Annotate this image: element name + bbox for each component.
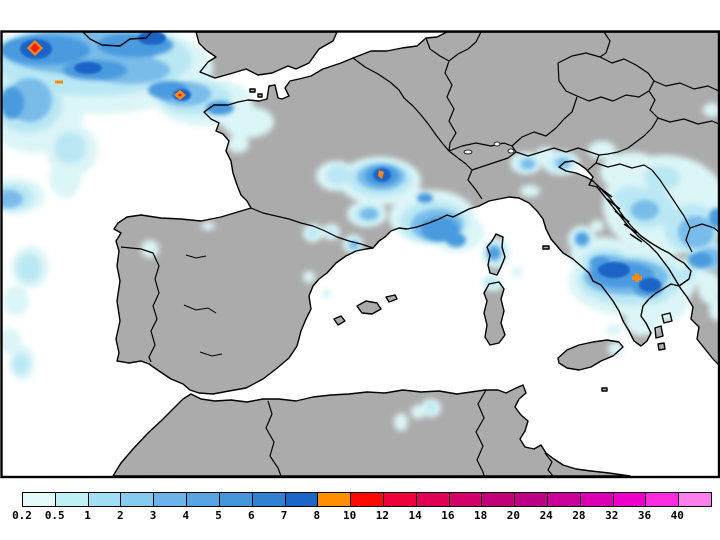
border-bosnia-serbia [689, 223, 718, 232]
colorbar-segment [218, 493, 252, 506]
border-netherlands-germany [448, 32, 482, 62]
colorbar-tick-label: 12 [375, 509, 389, 522]
precip-maxima-markers [27, 40, 642, 282]
colorbar-segment [415, 493, 449, 506]
border-poland-slovakia [653, 80, 718, 92]
map-frame [0, 30, 720, 479]
border-slovakia-hungary [657, 117, 718, 125]
colorbar-tick-label: 18 [474, 509, 488, 522]
max-marker-cevennes [378, 170, 384, 179]
border-germany-west [444, 60, 457, 152]
colorbar-segment [87, 493, 121, 506]
colorbar-segment [350, 493, 383, 506]
colorbar-tick-label: 2 [116, 509, 124, 522]
colorbar-tick-label: 40 [670, 509, 684, 522]
border-italy-austria-slovenia [515, 147, 600, 171]
border-tunisia-libya [544, 452, 554, 476]
border-belgium-netherlands [425, 37, 450, 62]
colorbar-tick-label: 1 [84, 509, 91, 522]
colorbar-segment [251, 493, 285, 506]
alpine-lakes [463, 141, 515, 155]
colorbar-tick-label: 10 [342, 509, 357, 522]
colorbar-segment [120, 493, 154, 506]
border-montenegro [685, 227, 693, 253]
colorbar-segment [645, 493, 679, 506]
colorbar-segment [382, 493, 416, 506]
max-marker-puglia [632, 273, 642, 282]
border-france-belgium-germany [352, 57, 450, 152]
border-switzerland-italy [471, 145, 517, 171]
colorbar-segment [317, 493, 351, 506]
colorbar-tick-label: 32 [605, 509, 619, 522]
border-portugal-spain [120, 246, 160, 363]
colorbar-tick-label: 6 [248, 509, 255, 522]
max-marker-celtic-red [178, 94, 182, 96]
colorbar-tick-label: 20 [506, 509, 521, 522]
border-slovenia-croatia [595, 162, 653, 171]
colorbar-tick-label: 28 [572, 509, 586, 522]
colorbar-segment [54, 493, 88, 506]
border-austria-east [598, 90, 659, 156]
max-marker-atlantic2 [55, 80, 63, 84]
colorbar-tick-label: 36 [637, 509, 652, 522]
colorbar-tick-label: 7 [280, 509, 288, 522]
colorbar-segment [579, 493, 613, 506]
colorbar-tick-label: 0.5 [44, 509, 65, 522]
precip-level-dark [20, 32, 661, 292]
border-algeria-tunisia [475, 389, 487, 476]
rivers [183, 254, 223, 357]
colorbar-tick-label: 5 [215, 509, 222, 522]
colorbar-segment [186, 493, 219, 506]
max-marker-atlantic-red [30, 43, 40, 53]
border-germany-austria [511, 96, 578, 147]
colorbar-segment [448, 493, 482, 506]
colorbar-tick-label: 3 [149, 509, 157, 522]
colorbar-tick-label: 4 [182, 509, 190, 522]
colorbar-tick-label: 0.2 [12, 509, 32, 522]
border-morocco-algeria [265, 400, 282, 476]
colorbar-segment [153, 493, 187, 506]
border-croatia-bosnia [651, 169, 691, 229]
colorbar-tick-label: 14 [408, 509, 422, 522]
colorbar-segment [284, 493, 318, 506]
colorbar [22, 492, 712, 507]
colorbar-segment [23, 493, 55, 506]
colorbar-segment [547, 493, 580, 506]
colorbar-segment [514, 493, 547, 506]
colorbar-segment [612, 493, 646, 506]
dalmatian-islands [599, 187, 643, 243]
colorbar-tick-label: 8 [313, 509, 321, 522]
border-germany-poland [599, 32, 611, 58]
country-borders [120, 32, 718, 476]
colorbar-tick-label: 16 [441, 509, 455, 522]
border-spain-france [250, 207, 374, 249]
colorbar-segment [481, 493, 515, 506]
colorbar-labels: 0.2 0.5 1 2 3 4 5 6 7 8 10 12 14 16 18 20 24 28 32 36 40 [12, 509, 720, 523]
border-switzerland-north [448, 142, 513, 152]
colorbar-segment [678, 493, 712, 506]
colorbar-tick-label: 24 [539, 509, 553, 522]
